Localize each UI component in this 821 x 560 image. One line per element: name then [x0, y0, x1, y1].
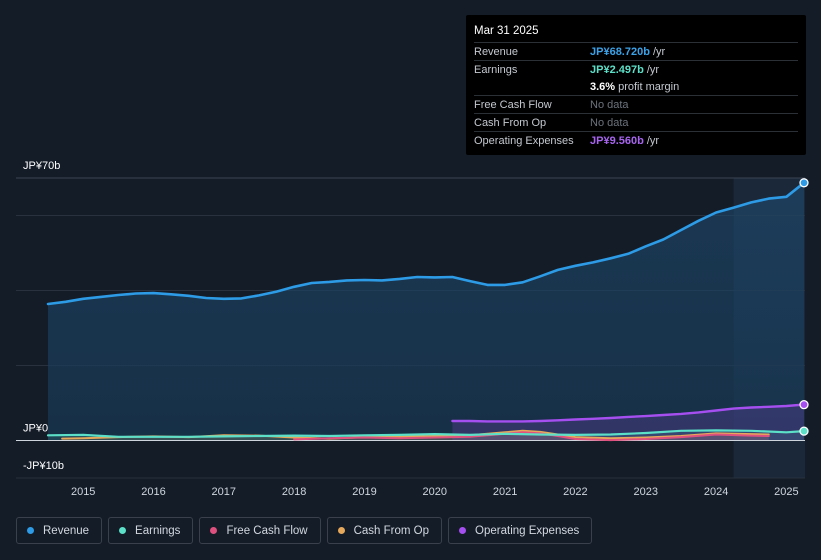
tooltip-row-opex: Operating Expenses JP¥9.560b /yr	[474, 131, 798, 149]
tooltip-value: JP¥9.560b	[590, 134, 644, 147]
legend-item-operating-expenses[interactable]: Operating Expenses	[448, 517, 593, 544]
x-tick-label: 2020	[423, 486, 447, 498]
revenue-area	[48, 182, 804, 441]
x-tick-label: 2016	[141, 486, 165, 498]
tooltip-label: Revenue	[474, 45, 519, 58]
legend-label: Operating Expenses	[475, 524, 580, 537]
x-tick-label: 2022	[563, 486, 587, 498]
tooltip-unit: /yr	[652, 45, 666, 58]
operating-expenses-end-point	[799, 399, 809, 410]
revenue-dot-icon	[27, 527, 34, 534]
tooltip-value: 3.6%	[590, 80, 616, 93]
legend-item-free-cash-flow[interactable]: Free Cash Flow	[199, 517, 321, 544]
tooltip-label: Free Cash Flow	[474, 98, 552, 111]
x-tick-label: 2024	[704, 486, 728, 498]
tooltip-value: JP¥2.497b	[590, 63, 644, 76]
tooltip-unit: /yr	[646, 134, 660, 147]
tooltip-row-earnings: Earnings JP¥2.497b /yr	[474, 60, 798, 78]
tooltip-date: Mar 31 2025	[474, 25, 539, 37]
tooltip-nodata: No data	[590, 98, 629, 111]
tooltip-row-fcf: Free Cash Flow No data	[474, 95, 798, 113]
earnings-dot-icon	[119, 527, 127, 534]
tooltip-nodata: No data	[590, 116, 629, 129]
operating-expenses-dot-icon	[459, 527, 467, 534]
legend-item-revenue[interactable]: Revenue	[16, 517, 103, 544]
x-tick-label: 2023	[634, 486, 658, 498]
x-tick-label: 2025	[774, 486, 798, 498]
tooltip-label: Cash From Op	[474, 116, 547, 129]
y-tick-label: -JP¥10b	[23, 460, 64, 472]
revenue-line	[46, 181, 806, 306]
tooltip-unit: /yr	[646, 63, 660, 76]
x-tick-label: 2019	[352, 486, 376, 498]
x-tick-label: 2017	[212, 486, 236, 498]
legend: Revenue Earnings Free Cash Flow Cash Fro…	[16, 517, 593, 544]
tooltip-row-revenue: Revenue JP¥68.720b /yr	[474, 42, 798, 60]
tooltip-label: Operating Expenses	[474, 134, 574, 147]
x-tick-label: 2018	[282, 486, 306, 498]
legend-label: Cash From Op	[353, 524, 430, 537]
earnings-line	[46, 429, 806, 438]
revenue-end-point	[799, 178, 809, 188]
y-tick-label: JP¥70b	[23, 160, 60, 172]
operating-expenses-line	[451, 403, 806, 423]
tooltip-label: Earnings	[474, 63, 518, 76]
cash-from-op-dot-icon	[337, 527, 345, 534]
tooltip-value: JP¥68.720b	[590, 45, 650, 58]
free-cash-flow-dot-icon	[210, 527, 218, 534]
legend-label: Free Cash Flow	[226, 524, 308, 537]
y-tick-label: JP¥0	[23, 423, 48, 435]
legend-item-earnings[interactable]: Earnings	[108, 517, 194, 544]
legend-label: Earnings	[135, 524, 181, 537]
data-tooltip: Mar 31 2025 Revenue JP¥68.720b /yr Earni…	[466, 15, 806, 155]
tooltip-row-cfo: Cash From Op No data	[474, 113, 798, 131]
tooltip-row-margin: 3.6% profit margin	[474, 78, 798, 95]
earnings-end-point	[799, 426, 809, 436]
x-tick-label: 2015	[71, 486, 95, 498]
legend-item-cash-from-op[interactable]: Cash From Op	[326, 517, 443, 544]
legend-label: Revenue	[43, 524, 90, 537]
x-tick-label: 2021	[493, 486, 517, 498]
tooltip-unit: profit margin	[618, 80, 680, 93]
